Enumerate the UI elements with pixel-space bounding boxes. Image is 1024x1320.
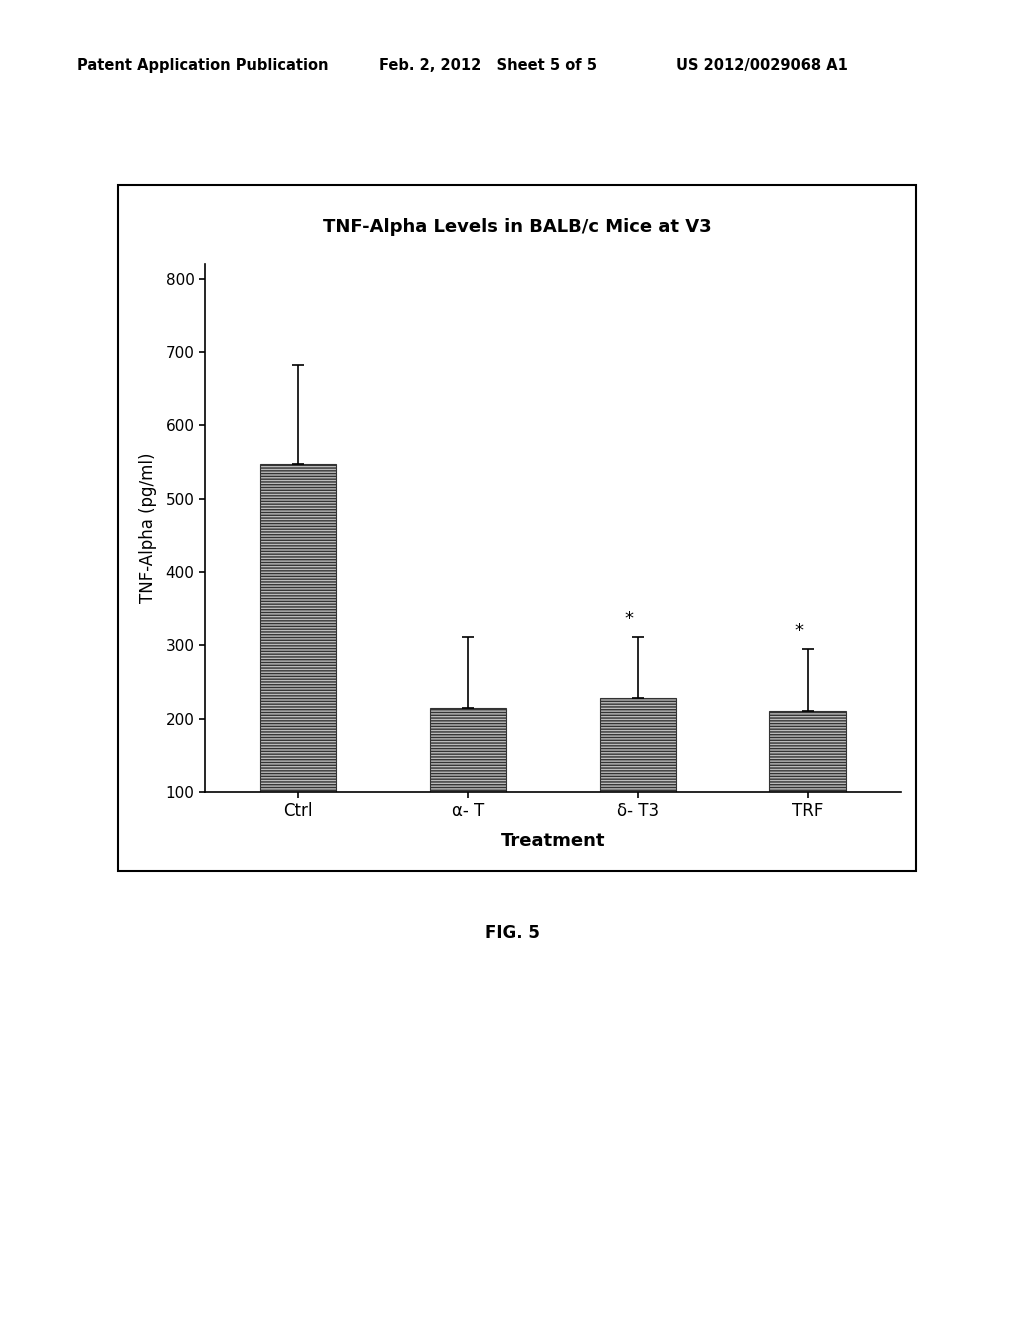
- Text: FIG. 5: FIG. 5: [484, 924, 540, 942]
- Text: TNF-Alpha Levels in BALB/c Mice at V3: TNF-Alpha Levels in BALB/c Mice at V3: [323, 218, 712, 236]
- Text: *: *: [625, 610, 634, 628]
- Y-axis label: TNF-Alpha (pg/ml): TNF-Alpha (pg/ml): [139, 453, 157, 603]
- Bar: [260, 465, 337, 792]
- Text: Patent Application Publication: Patent Application Publication: [77, 58, 329, 73]
- X-axis label: Treatment: Treatment: [501, 832, 605, 850]
- Text: Feb. 2, 2012   Sheet 5 of 5: Feb. 2, 2012 Sheet 5 of 5: [379, 58, 597, 73]
- Bar: [769, 711, 846, 792]
- Text: *: *: [795, 622, 804, 640]
- Bar: [430, 708, 506, 792]
- Bar: [600, 698, 676, 792]
- Text: US 2012/0029068 A1: US 2012/0029068 A1: [676, 58, 848, 73]
